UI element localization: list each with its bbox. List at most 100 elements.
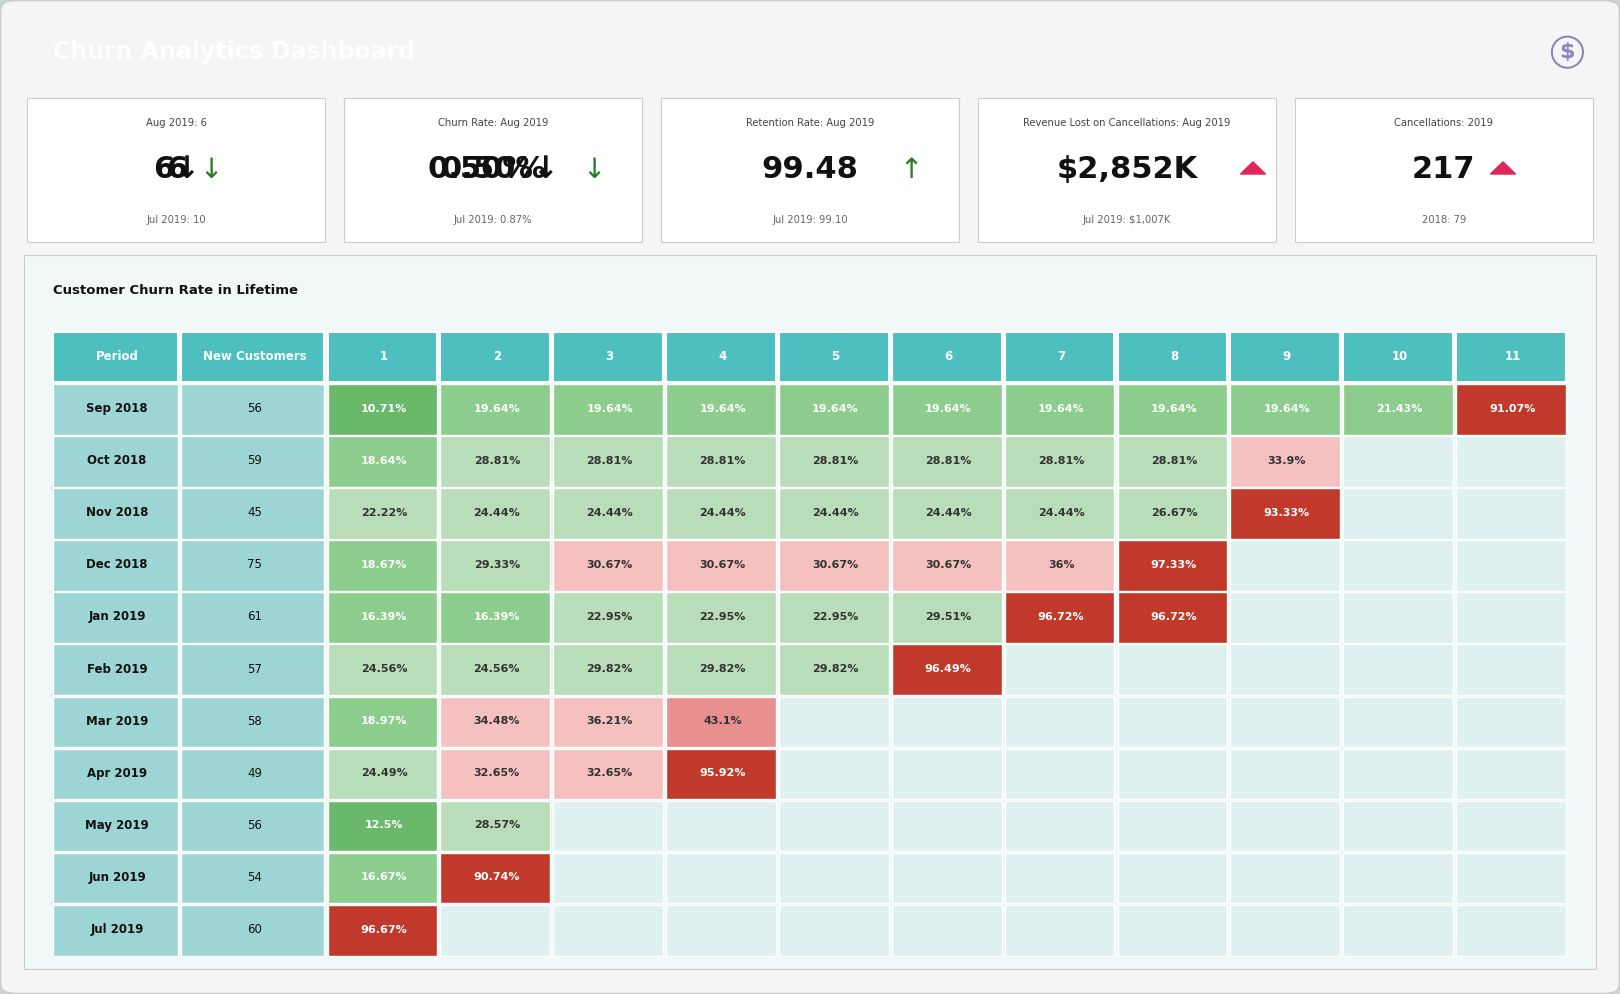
Text: 30.67%: 30.67% bbox=[586, 560, 633, 570]
Bar bbox=[327, 644, 437, 695]
Text: 6: 6 bbox=[165, 155, 186, 185]
Bar bbox=[1456, 853, 1567, 904]
Bar bbox=[554, 644, 663, 695]
Text: $: $ bbox=[1560, 42, 1575, 63]
Bar bbox=[779, 748, 889, 799]
Bar bbox=[893, 436, 1001, 487]
FancyBboxPatch shape bbox=[978, 97, 1277, 243]
Bar bbox=[1456, 384, 1567, 434]
Text: 24.44%: 24.44% bbox=[812, 508, 859, 518]
Text: 19.64%: 19.64% bbox=[1150, 404, 1197, 414]
Bar bbox=[666, 801, 776, 852]
Text: 49: 49 bbox=[246, 766, 262, 779]
Text: May 2019: May 2019 bbox=[86, 819, 149, 832]
Text: 29.33%: 29.33% bbox=[473, 560, 520, 570]
Bar bbox=[1456, 801, 1567, 852]
Text: Customer Churn Rate in Lifetime: Customer Churn Rate in Lifetime bbox=[52, 284, 298, 297]
Text: 22.95%: 22.95% bbox=[700, 612, 745, 622]
Bar bbox=[893, 801, 1001, 852]
Bar bbox=[327, 697, 437, 747]
Bar bbox=[1118, 436, 1228, 487]
Bar bbox=[666, 592, 776, 643]
Text: 58: 58 bbox=[248, 715, 262, 728]
Bar bbox=[779, 436, 889, 487]
Text: 19.64%: 19.64% bbox=[473, 404, 520, 414]
Text: 56: 56 bbox=[248, 402, 262, 415]
Bar bbox=[893, 853, 1001, 904]
Text: 22.22%: 22.22% bbox=[361, 508, 407, 518]
Text: 28.81%: 28.81% bbox=[473, 455, 520, 465]
Bar bbox=[554, 488, 663, 539]
Text: 10.71%: 10.71% bbox=[361, 404, 407, 414]
Bar bbox=[779, 384, 889, 434]
Text: 32.65%: 32.65% bbox=[473, 768, 520, 778]
Bar bbox=[666, 644, 776, 695]
Bar bbox=[1118, 592, 1228, 643]
Bar bbox=[441, 540, 551, 590]
Bar bbox=[779, 801, 889, 852]
Text: Jul 2019: 99.10: Jul 2019: 99.10 bbox=[773, 215, 847, 225]
Bar bbox=[181, 644, 324, 695]
Bar bbox=[893, 384, 1001, 434]
Text: 30.67%: 30.67% bbox=[812, 560, 859, 570]
Bar bbox=[1004, 540, 1115, 590]
Text: 28.81%: 28.81% bbox=[700, 455, 745, 465]
FancyBboxPatch shape bbox=[24, 255, 1596, 969]
Text: 10: 10 bbox=[1392, 350, 1408, 363]
Text: 6: 6 bbox=[944, 350, 953, 363]
Bar bbox=[666, 905, 776, 955]
Bar bbox=[181, 384, 324, 434]
Bar bbox=[1004, 488, 1115, 539]
Bar bbox=[181, 488, 324, 539]
Bar bbox=[181, 905, 324, 955]
Bar bbox=[554, 592, 663, 643]
Bar bbox=[52, 748, 178, 799]
Text: 97.33%: 97.33% bbox=[1150, 560, 1197, 570]
Text: 11: 11 bbox=[1505, 350, 1521, 363]
Bar bbox=[52, 592, 178, 643]
Text: ↓: ↓ bbox=[583, 156, 606, 184]
Text: 30.67%: 30.67% bbox=[925, 560, 972, 570]
Bar bbox=[181, 801, 324, 852]
Text: 7: 7 bbox=[1058, 350, 1066, 363]
Text: 36.21%: 36.21% bbox=[586, 716, 633, 727]
Bar bbox=[441, 436, 551, 487]
Text: 24.49%: 24.49% bbox=[361, 768, 407, 778]
Bar bbox=[1456, 488, 1567, 539]
Bar bbox=[181, 853, 324, 904]
Text: 19.64%: 19.64% bbox=[812, 404, 859, 414]
Bar bbox=[441, 801, 551, 852]
Text: 22.95%: 22.95% bbox=[586, 612, 633, 622]
Text: 28.81%: 28.81% bbox=[812, 455, 859, 465]
Text: 28.81%: 28.81% bbox=[586, 455, 633, 465]
Bar bbox=[52, 384, 178, 434]
Bar bbox=[1231, 748, 1340, 799]
Bar bbox=[327, 592, 437, 643]
Bar bbox=[1456, 748, 1567, 799]
Bar bbox=[1456, 592, 1567, 643]
Text: 24.44%: 24.44% bbox=[925, 508, 972, 518]
Text: 29.82%: 29.82% bbox=[812, 664, 859, 674]
Bar bbox=[52, 540, 178, 590]
Bar bbox=[554, 332, 663, 383]
Text: 32.65%: 32.65% bbox=[586, 768, 633, 778]
Bar bbox=[327, 801, 437, 852]
Text: 4: 4 bbox=[718, 350, 727, 363]
Bar bbox=[779, 540, 889, 590]
Bar bbox=[893, 540, 1001, 590]
Bar bbox=[1118, 384, 1228, 434]
Bar bbox=[52, 905, 178, 955]
Bar bbox=[52, 801, 178, 852]
Bar bbox=[554, 748, 663, 799]
Text: 24.44%: 24.44% bbox=[700, 508, 745, 518]
Text: 33.9%: 33.9% bbox=[1267, 455, 1306, 465]
Bar bbox=[1004, 905, 1115, 955]
Bar bbox=[1343, 332, 1453, 383]
Bar bbox=[1456, 540, 1567, 590]
Bar bbox=[181, 436, 324, 487]
Text: 29.82%: 29.82% bbox=[586, 664, 633, 674]
Text: 24.44%: 24.44% bbox=[586, 508, 633, 518]
Bar bbox=[1118, 488, 1228, 539]
Bar bbox=[554, 801, 663, 852]
Bar bbox=[181, 540, 324, 590]
